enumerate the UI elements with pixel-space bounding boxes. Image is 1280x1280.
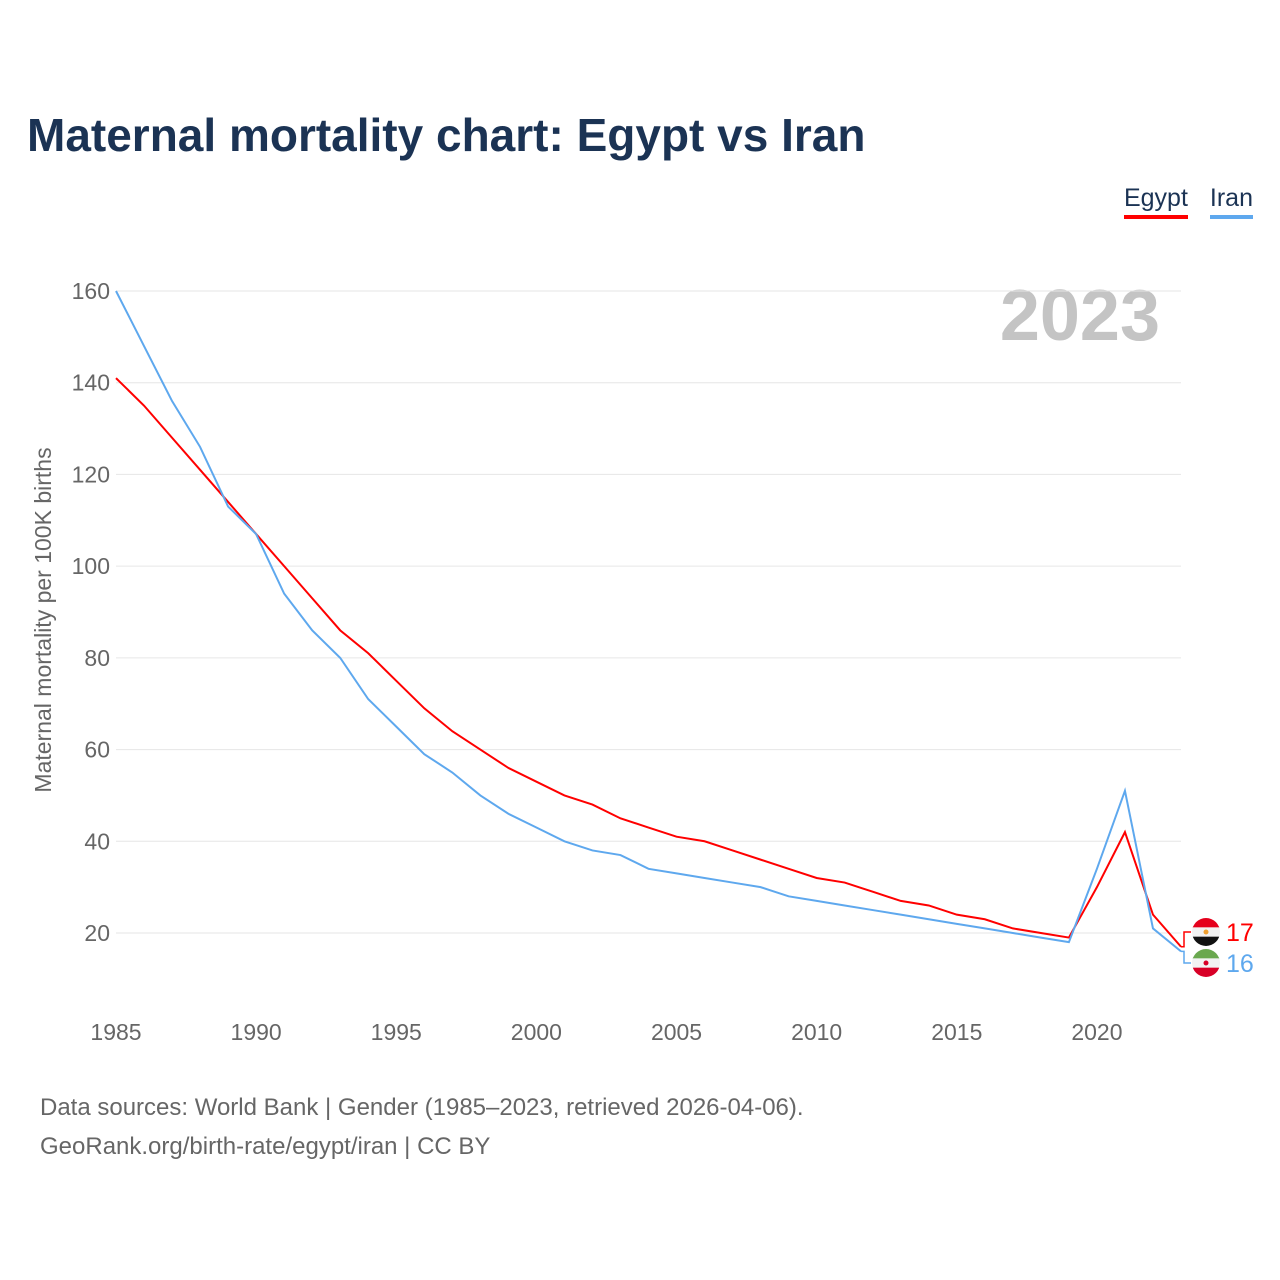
- x-tick-label: 2020: [1071, 1019, 1122, 1045]
- y-tick-label: 80: [84, 645, 110, 671]
- footer-sources: Data sources: World Bank | Gender (1985–…: [40, 1094, 804, 1121]
- x-tick-label: 1985: [90, 1019, 141, 1045]
- series-line-iran: [115, 290, 1182, 953]
- legend: Egypt Iran: [1123, 184, 1253, 219]
- y-tick-label: 120: [72, 461, 110, 487]
- x-tick-label: 1995: [371, 1019, 422, 1045]
- y-tick-label: 140: [72, 370, 110, 396]
- series-line-egypt: [115, 377, 1182, 948]
- year-watermark: 2023: [1000, 276, 1160, 356]
- y-tick-label: 160: [72, 278, 110, 304]
- end-connector: [1181, 931, 1191, 948]
- y-tick-label: 100: [72, 553, 110, 579]
- legend-iran[interactable]: Iran: [1209, 184, 1253, 219]
- y-tick-label: 40: [84, 828, 110, 854]
- x-tick-label: 2010: [791, 1019, 842, 1045]
- footer: Data sources: World Bank | Gender (1985–…: [40, 1088, 804, 1166]
- end-value-label-iran: 16: [1226, 950, 1254, 978]
- egypt-flag-icon: [1192, 918, 1220, 946]
- y-tick-label: 20: [84, 920, 110, 946]
- iran-flag-icon: [1192, 949, 1220, 977]
- x-tick-label: 2000: [511, 1019, 562, 1045]
- legend-egypt[interactable]: Egypt: [1123, 184, 1188, 219]
- footer-link[interactable]: GeoRank.org/birth-rate/egypt/iran | CC B…: [40, 1133, 491, 1160]
- end-connector: [1181, 950, 1191, 964]
- x-tick-label: 1990: [231, 1019, 282, 1045]
- chart-title: Maternal mortality chart: Egypt vs Iran: [27, 109, 866, 161]
- x-tick-label: 2015: [931, 1019, 982, 1045]
- x-tick-label: 2005: [651, 1019, 702, 1045]
- y-tick-label: 60: [84, 737, 110, 763]
- end-value-label-egypt: 17: [1226, 919, 1254, 947]
- y-axis-label: Maternal mortality per 100K births: [30, 447, 56, 792]
